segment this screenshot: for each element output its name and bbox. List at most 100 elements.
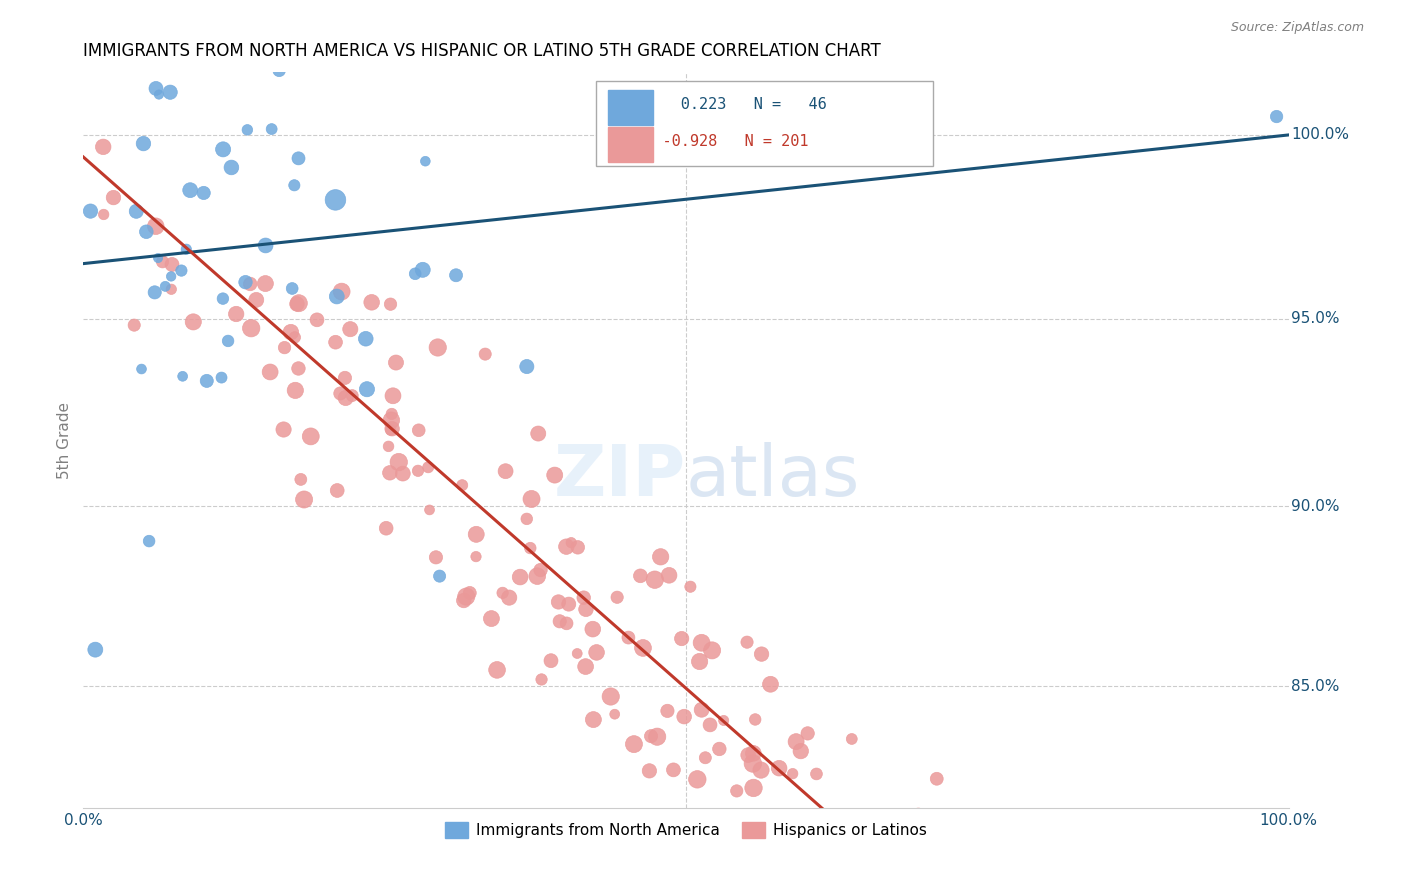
Point (290, 472, 312, 486)
Point (135, 225, 157, 239)
Point (673, 709, 696, 723)
Point (640, 729, 662, 743)
Point (299, 429, 322, 443)
Point (406, 464, 429, 478)
Point (236, 123, 259, 137)
Point (380, 297, 402, 311)
Point (451, 478, 474, 492)
Point (548, 615, 571, 629)
Point (749, 763, 772, 777)
Point (131, 362, 153, 376)
Point (287, 361, 309, 376)
Point (751, 647, 773, 661)
Point (486, 663, 509, 677)
Point (342, 388, 364, 402)
Point (280, 325, 302, 339)
Point (330, 285, 353, 299)
Point (527, 426, 550, 441)
Point (606, 591, 628, 605)
Point (558, 597, 581, 611)
Point (172, 369, 194, 384)
Point (170, 263, 193, 277)
Point (603, 707, 626, 722)
Point (381, 407, 404, 421)
Point (254, 238, 277, 252)
Point (305, 313, 328, 327)
Point (380, 413, 402, 427)
Point (378, 466, 401, 480)
Point (221, 161, 243, 175)
Point (122, 318, 145, 332)
Point (547, 595, 569, 609)
FancyBboxPatch shape (607, 127, 654, 162)
Point (465, 549, 488, 564)
Point (759, 677, 782, 691)
Point (138, 534, 160, 549)
Point (631, 640, 654, 655)
Point (742, 747, 765, 761)
Point (294, 40, 316, 54)
Point (152, 254, 174, 268)
Point (211, 370, 233, 384)
Point (193, 186, 215, 200)
Y-axis label: 5th Grade: 5th Grade (58, 401, 72, 479)
Point (91, 140, 114, 154)
Point (700, 643, 723, 657)
Point (519, 541, 541, 555)
Point (690, 636, 713, 650)
Point (160, 257, 183, 271)
Point (498, 591, 520, 605)
Point (377, 439, 399, 453)
Point (671, 632, 693, 646)
Point (903, 844, 925, 858)
FancyBboxPatch shape (596, 81, 934, 166)
Point (509, 570, 531, 584)
Point (555, 616, 578, 631)
Point (520, 491, 543, 506)
Point (335, 391, 357, 405)
Point (259, 365, 281, 379)
Point (329, 386, 352, 401)
Point (575, 659, 598, 673)
Point (889, 888, 911, 892)
Point (582, 622, 605, 636)
Point (217, 334, 239, 348)
Point (645, 730, 668, 744)
Point (599, 690, 621, 704)
Text: 90.0%: 90.0% (1291, 499, 1340, 514)
Point (160, 282, 183, 296)
Point (735, 635, 758, 649)
Point (657, 704, 679, 718)
Text: ZIP: ZIP (554, 442, 686, 511)
Point (699, 718, 721, 732)
Point (103, 190, 125, 204)
Point (444, 268, 467, 283)
Point (695, 751, 717, 765)
Point (898, 812, 921, 826)
Point (768, 761, 790, 775)
Point (481, 611, 503, 625)
Point (529, 563, 551, 577)
Point (644, 573, 666, 587)
Point (181, 315, 204, 329)
Point (425, 550, 447, 565)
Point (143, 285, 166, 300)
Point (145, 81, 167, 95)
Point (474, 347, 496, 361)
Point (418, 460, 440, 475)
Point (628, 569, 651, 583)
Point (288, 296, 311, 310)
Point (273, 423, 295, 437)
Point (84, 642, 107, 657)
Point (585, 645, 607, 659)
Legend: Immigrants from North America, Hispanics or Latinos: Immigrants from North America, Hispanics… (439, 816, 934, 844)
Point (415, 154, 437, 169)
Point (429, 569, 451, 583)
Point (132, 136, 155, 151)
Point (356, 382, 378, 396)
Point (326, 289, 349, 303)
Point (841, 731, 863, 746)
Point (744, 713, 766, 727)
Point (617, 631, 640, 645)
Point (325, 193, 347, 207)
